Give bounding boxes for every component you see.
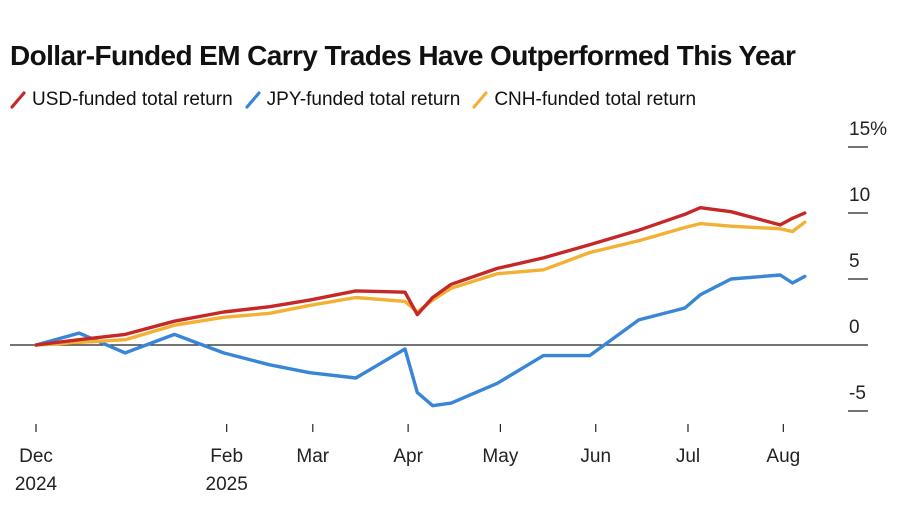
legend-swatch-jpy [245, 91, 261, 109]
y-tick-label-15: 15% [849, 119, 887, 140]
legend-swatch-cnh [472, 91, 488, 109]
x-tick-label-jul: Jul [676, 446, 700, 467]
x-tick-label-mar: Mar [296, 446, 329, 467]
series-line-usd [34, 205, 807, 347]
legend-item-usd: USD-funded total return [10, 89, 233, 111]
legend-swatch-usd-line [10, 91, 26, 109]
legend-item-jpy: JPY-funded total return [245, 89, 461, 111]
legend-label-usd: USD-funded total return [32, 89, 233, 110]
y-tick-label--5: -5 [849, 383, 866, 404]
x-tick-label-dec: Dec [19, 446, 53, 467]
legend-item-cnh: CNH-funded total return [472, 89, 696, 111]
chart-title: Dollar-Funded EM Carry Trades Have Outpe… [10, 40, 796, 71]
x-tick-label-apr: Apr [393, 446, 423, 467]
x-tick-label-jun: Jun [580, 446, 611, 467]
x-tick-label-may: May [482, 446, 518, 467]
x-tick-label-aug: Aug [766, 446, 800, 467]
y-tick-label-5: 5 [849, 251, 860, 272]
legend-label-jpy: JPY-funded total return [266, 89, 461, 110]
y-tick-label-0: 0 [849, 317, 860, 338]
series-line-cnh [34, 220, 807, 347]
x-tick-year-feb: 2025 [206, 474, 248, 495]
legend-swatch-cnh-line [472, 91, 488, 109]
series-line-jpy [34, 273, 807, 408]
x-tick-label-feb: Feb [210, 446, 243, 467]
y-tick-label-10: 10 [849, 185, 870, 206]
x-tick-year-dec: 2024 [15, 474, 58, 495]
legend-swatch-usd [10, 91, 26, 109]
legend-label-cnh: CNH-funded total return [494, 89, 697, 110]
chart-legend: USD-funded total return JPY-funded total… [10, 89, 708, 111]
legend-swatch-jpy-line [245, 91, 261, 109]
